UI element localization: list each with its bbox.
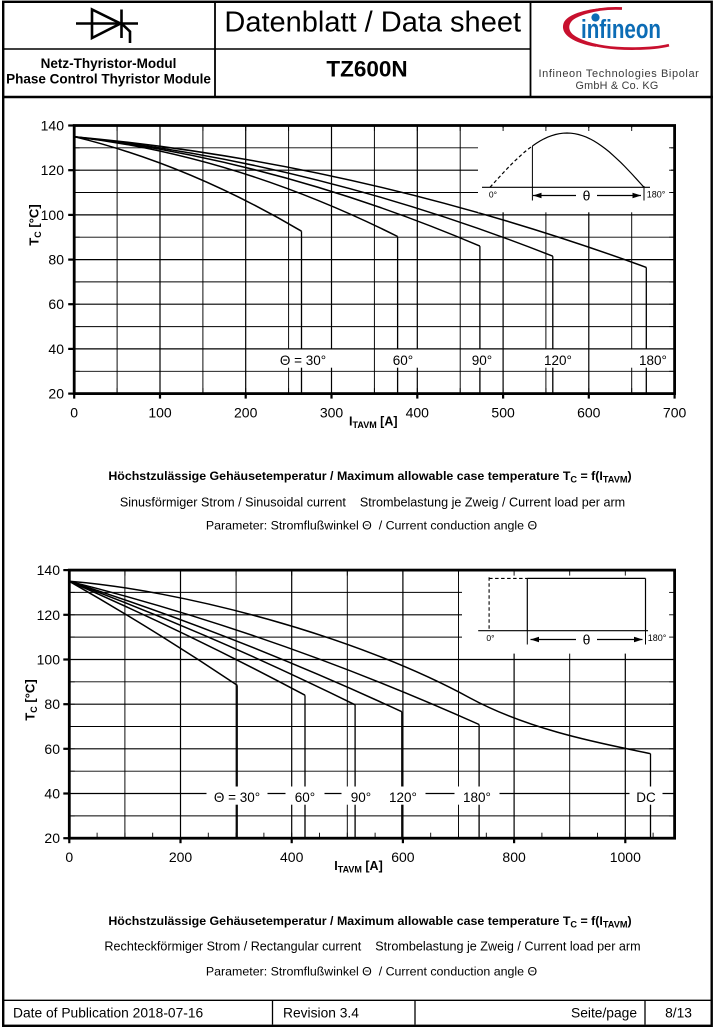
svg-text:90°: 90°	[472, 353, 492, 368]
svg-text:180°: 180°	[463, 790, 491, 805]
svg-text:120: 120	[37, 607, 61, 623]
svg-text:Sinusförmiger Strom / Sinusoid: Sinusförmiger Strom / Sinusoidal current…	[120, 496, 625, 510]
svg-text:Höchstzulässige Gehäusetempera: Höchstzulässige Gehäusetemperatur / Maxi…	[108, 469, 631, 484]
svg-text:Θ = 30°: Θ = 30°	[214, 790, 260, 805]
svg-text:60: 60	[44, 741, 60, 757]
svg-text:600: 600	[577, 404, 601, 420]
svg-text:TZ600N: TZ600N	[326, 57, 407, 82]
svg-text:Revision 3.4: Revision 3.4	[283, 1006, 359, 1021]
svg-text:Netz-Thyristor-Modul: Netz-Thyristor-Modul	[41, 56, 177, 71]
svg-text:Datenblatt / Data sheet: Datenblatt / Data sheet	[224, 7, 521, 39]
svg-text:60°: 60°	[295, 790, 315, 805]
svg-text:100: 100	[148, 404, 172, 420]
svg-text:40: 40	[48, 341, 64, 357]
svg-text:400: 400	[406, 404, 430, 420]
svg-text:Date of Publication 2018-07-16: Date of Publication 2018-07-16	[13, 1006, 204, 1021]
svg-text:80: 80	[48, 252, 64, 268]
svg-text:Parameter: Stromflußwinkel Θ: Parameter: Stromflußwinkel Θ / Current c…	[206, 519, 538, 533]
svg-text:40: 40	[44, 786, 60, 802]
svg-text:90°: 90°	[351, 790, 371, 805]
svg-text:0°: 0°	[486, 633, 494, 643]
svg-text:GmbH & Co. KG: GmbH & Co. KG	[575, 80, 658, 92]
svg-text:600: 600	[391, 849, 415, 865]
svg-text:120: 120	[41, 162, 65, 178]
svg-text:θ: θ	[583, 187, 591, 203]
svg-text:Infineon Technologies Bipolar: Infineon Technologies Bipolar	[539, 68, 700, 80]
svg-text:Phase Control Thyristor Module: Phase Control Thyristor Module	[6, 72, 211, 87]
svg-text:Parameter: Stromflußwinkel Θ: Parameter: Stromflußwinkel Θ / Current c…	[206, 965, 538, 979]
svg-text:0: 0	[65, 849, 73, 865]
svg-text:TC [°C]: TC [°C]	[27, 204, 44, 245]
svg-text:1000: 1000	[610, 849, 641, 865]
svg-text:140: 140	[37, 562, 61, 578]
svg-text:Seite/page: Seite/page	[571, 1006, 637, 1021]
svg-text:60: 60	[48, 296, 64, 312]
svg-text:100: 100	[37, 652, 61, 668]
svg-text:0°: 0°	[489, 190, 497, 200]
svg-text:700: 700	[663, 404, 687, 420]
svg-text:Höchstzulässige Gehäusetempera: Höchstzulässige Gehäusetemperatur / Maxi…	[108, 914, 631, 929]
svg-text:180°: 180°	[648, 633, 667, 643]
svg-text:180°: 180°	[647, 190, 666, 200]
svg-text:60°: 60°	[393, 353, 413, 368]
svg-text:140: 140	[41, 118, 65, 134]
svg-text:TC [°C]: TC [°C]	[23, 679, 40, 720]
svg-text:800: 800	[502, 849, 526, 865]
svg-text:400: 400	[280, 849, 304, 865]
svg-text:200: 200	[169, 849, 193, 865]
svg-text:200: 200	[234, 404, 258, 420]
svg-text:DC: DC	[636, 790, 656, 805]
svg-text:180°: 180°	[639, 353, 667, 368]
svg-text:Rechteckförmiger Strom / Recta: Rechteckförmiger Strom / Rectangular cur…	[104, 940, 640, 954]
svg-text:8/13: 8/13	[665, 1006, 692, 1021]
svg-text:20: 20	[48, 386, 64, 402]
svg-text:θ: θ	[583, 631, 591, 647]
svg-text:0: 0	[70, 404, 78, 420]
svg-text:120°: 120°	[544, 353, 572, 368]
svg-text:120°: 120°	[389, 790, 417, 805]
svg-text:100: 100	[41, 207, 65, 223]
svg-text:300: 300	[320, 404, 344, 420]
svg-text:500: 500	[491, 404, 515, 420]
svg-text:80: 80	[44, 696, 60, 712]
svg-text:20: 20	[44, 830, 60, 846]
svg-text:Θ = 30°: Θ = 30°	[280, 353, 326, 368]
